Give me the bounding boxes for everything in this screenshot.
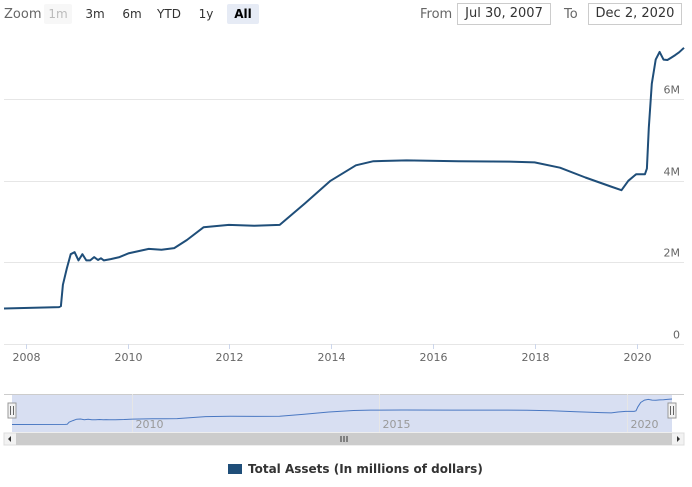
zoom-1y-button[interactable]: 1y <box>198 7 214 21</box>
legend-label: Total Assets (In millions of dollars) <box>248 462 483 476</box>
range-selector: Zoom 1m 3m 6m YTD 1y All From Jul 30, 20… <box>0 0 692 30</box>
navigator-x-label: 2020 <box>631 418 659 431</box>
zoom-1m-button[interactable]: 1m <box>44 4 72 24</box>
from-date-input[interactable]: Jul 30, 2007 <box>457 3 551 25</box>
navigator-x-label: 2015 <box>383 418 411 431</box>
scroll-left-arrow-icon <box>8 436 11 442</box>
navigator-x-label: 2010 <box>136 418 164 431</box>
zoom-3m-button[interactable]: 3m <box>85 7 105 21</box>
y-tick-label: 4M <box>664 166 681 179</box>
x-tick-label: 2012 <box>216 351 244 364</box>
scroll-right-arrow-icon <box>677 436 680 442</box>
x-tick-label: 2008 <box>13 351 41 364</box>
zoom-ytd-button[interactable]: YTD <box>157 7 181 21</box>
x-tick-label: 2020 <box>624 351 652 364</box>
zoom-6m-button[interactable]: 6m <box>122 7 142 21</box>
zoom-all-button[interactable]: All <box>227 4 259 24</box>
y-tick-label: 6M <box>664 84 681 97</box>
x-tick-label: 2018 <box>522 351 550 364</box>
x-tick-label: 2010 <box>115 351 143 364</box>
scrollbar[interactable] <box>3 432 685 446</box>
legend-swatch <box>228 464 242 474</box>
legend[interactable]: Total Assets (In millions of dollars) <box>228 462 483 476</box>
navigator-mask <box>12 394 672 432</box>
navigator-series-line <box>11 398 673 425</box>
handle-body <box>7 402 17 419</box>
to-date-input[interactable]: Dec 2, 2020 <box>588 3 682 25</box>
zoom-label: Zoom <box>4 7 42 22</box>
x-tick-label: 2014 <box>318 351 346 364</box>
handle-body <box>667 402 677 419</box>
to-label: To <box>564 7 578 22</box>
series-line-total-assets <box>3 47 685 310</box>
y-tick-label: 0 <box>673 329 680 342</box>
x-tick-label: 2016 <box>420 351 448 364</box>
navigator-handle-left[interactable] <box>7 402 17 419</box>
y-tick-label: 2M <box>664 247 681 260</box>
navigator-handle-right[interactable] <box>667 402 677 419</box>
from-label: From <box>420 7 453 22</box>
